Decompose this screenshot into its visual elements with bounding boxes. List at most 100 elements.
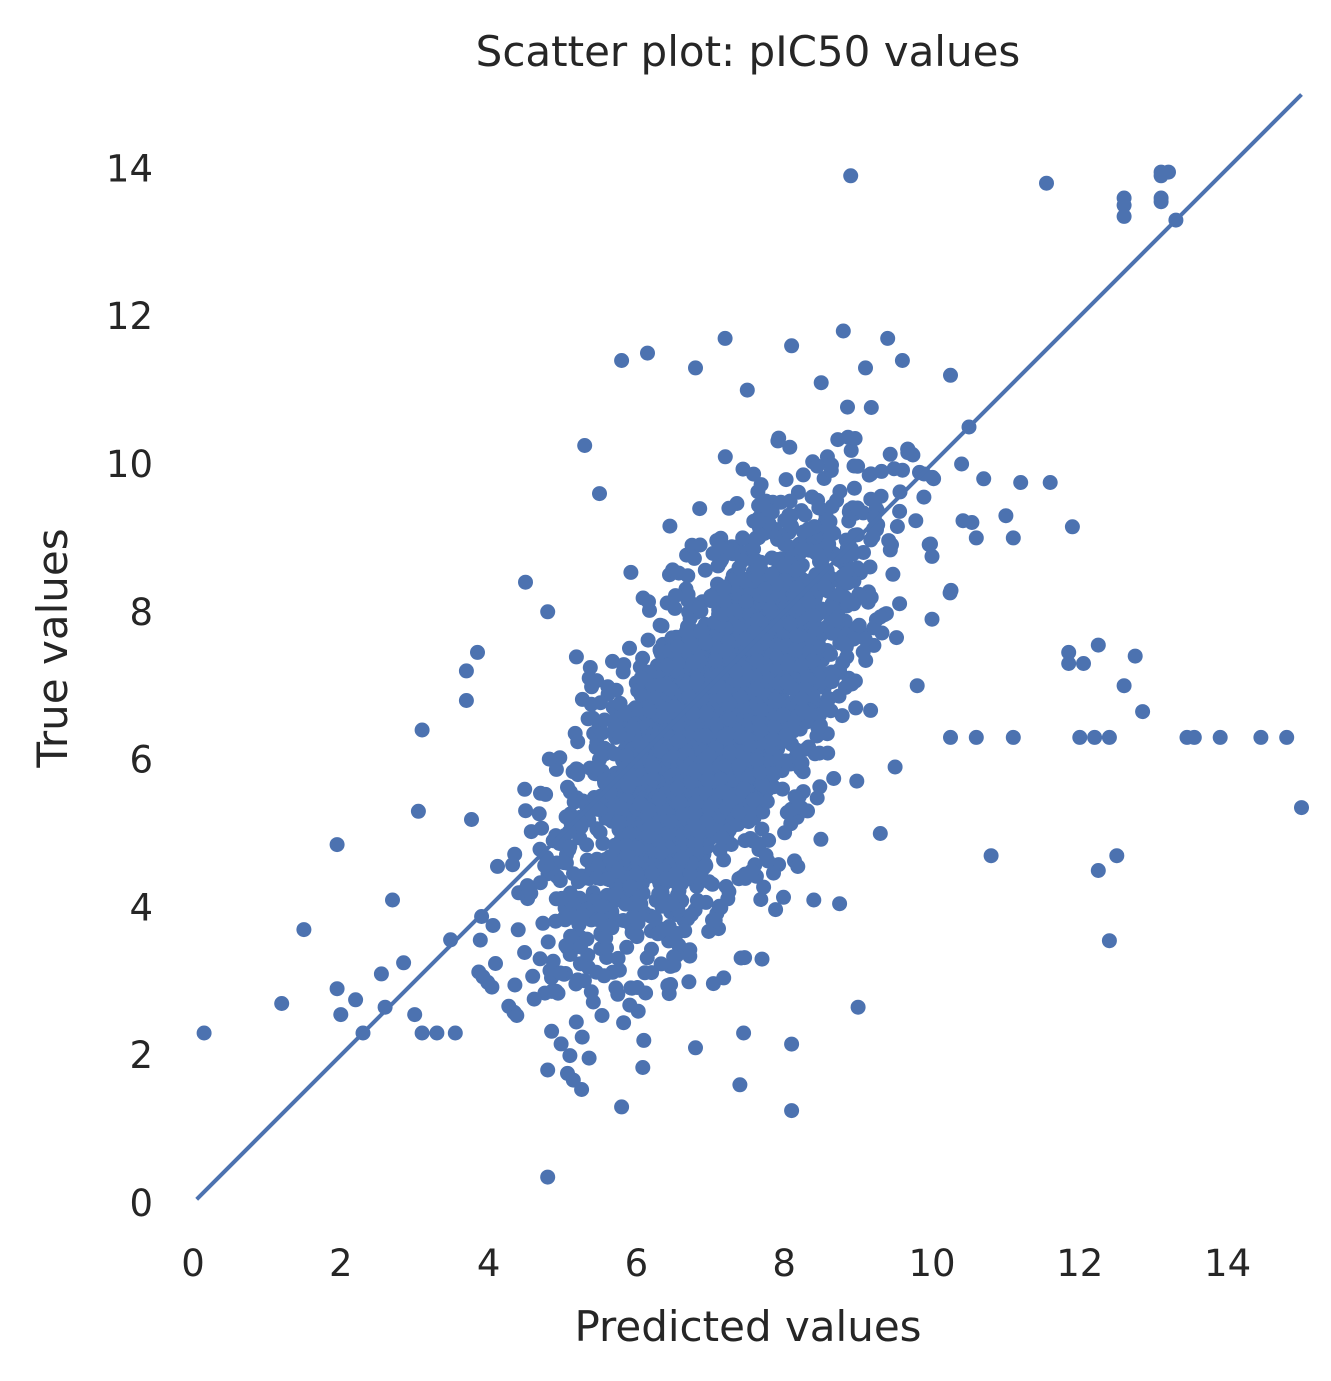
- reference-line: [195, 93, 1303, 1201]
- data-point: [1061, 644, 1077, 660]
- data-point: [641, 703, 657, 718]
- data-point: [718, 642, 733, 658]
- data-point: [874, 463, 889, 479]
- data-point: [813, 375, 829, 391]
- data-point: [1087, 729, 1103, 745]
- data-point: [717, 449, 733, 465]
- data-point: [733, 950, 749, 966]
- data-point: [464, 812, 479, 827]
- data-point: [691, 824, 707, 840]
- data-point: [731, 560, 747, 576]
- data-point: [692, 501, 708, 517]
- data-point: [645, 760, 660, 776]
- y-tick-label: 6: [129, 739, 153, 782]
- data-point: [688, 1040, 703, 1056]
- data-point: [623, 773, 639, 789]
- data-point: [872, 609, 888, 625]
- data-point: [614, 353, 630, 368]
- data-point: [701, 924, 717, 939]
- data-point: [812, 779, 828, 795]
- data-point: [688, 360, 703, 376]
- data-point: [707, 912, 723, 928]
- data-point: [752, 764, 768, 780]
- data-point: [485, 918, 501, 933]
- data-point: [552, 965, 568, 981]
- data-point: [784, 1103, 800, 1119]
- y-axis-ticks: 0 2 4 6 8 10 12 14: [106, 147, 153, 1225]
- data-point: [741, 814, 757, 830]
- data-point: [717, 330, 733, 346]
- data-point: [766, 865, 781, 881]
- data-point: [795, 467, 811, 483]
- data-point: [756, 879, 772, 895]
- data-point: [1042, 475, 1058, 490]
- data-point: [691, 600, 707, 616]
- data-point: [647, 911, 663, 927]
- data-point: [809, 790, 825, 806]
- data-point: [757, 581, 773, 597]
- data-point: [667, 600, 683, 616]
- data-point: [348, 992, 364, 1008]
- y-tick-label: 4: [129, 886, 153, 929]
- data-point: [385, 892, 400, 908]
- data-point: [585, 994, 601, 1010]
- data-point: [784, 338, 800, 354]
- data-point: [533, 785, 548, 801]
- data-point: [749, 681, 765, 697]
- data-point: [589, 761, 605, 777]
- data-point: [835, 655, 851, 670]
- data-point: [750, 562, 766, 578]
- data-point: [1279, 729, 1295, 745]
- data-point: [610, 863, 626, 879]
- data-point: [640, 828, 656, 844]
- data-point: [824, 457, 839, 473]
- data-point: [616, 657, 632, 673]
- data-point: [611, 815, 627, 831]
- data-point: [954, 456, 970, 472]
- data-point: [832, 896, 848, 912]
- data-point: [776, 889, 791, 905]
- data-point: [700, 772, 716, 788]
- data-point: [575, 907, 590, 923]
- data-point: [863, 400, 879, 415]
- data-point: [296, 922, 312, 938]
- data-point: [518, 574, 533, 590]
- data-point: [614, 1099, 630, 1115]
- data-point: [731, 758, 747, 774]
- data-point: [754, 951, 770, 967]
- data-point: [672, 795, 688, 811]
- data-point: [843, 168, 859, 184]
- y-tick-label: 0: [129, 1182, 153, 1225]
- data-point: [606, 887, 622, 903]
- data-point: [663, 977, 679, 992]
- data-point: [660, 825, 676, 841]
- data-point: [531, 806, 547, 822]
- data-point: [544, 1023, 560, 1039]
- x-tick-label: 4: [477, 1242, 501, 1285]
- data-point: [745, 792, 761, 808]
- data-point: [595, 835, 611, 851]
- data-point: [562, 839, 578, 855]
- data-point: [407, 1007, 423, 1023]
- data-point: [659, 657, 675, 673]
- data-point: [749, 752, 765, 768]
- data-point: [1135, 704, 1151, 720]
- data-point: [458, 693, 474, 708]
- data-point: [800, 803, 815, 819]
- data-point: [610, 950, 626, 966]
- data-point: [600, 871, 616, 887]
- data-point: [787, 642, 803, 658]
- data-point: [723, 793, 739, 808]
- data-point: [1005, 729, 1021, 745]
- data-point: [855, 644, 871, 660]
- data-point: [447, 1025, 463, 1041]
- data-point: [728, 663, 744, 679]
- x-tick-label: 2: [329, 1242, 353, 1285]
- data-point: [819, 519, 835, 535]
- data-point: [716, 581, 732, 597]
- data-point: [1039, 175, 1054, 191]
- data-point: [570, 767, 586, 783]
- data-point: [635, 1060, 651, 1075]
- data-point: [414, 1025, 430, 1041]
- data-point: [773, 494, 789, 510]
